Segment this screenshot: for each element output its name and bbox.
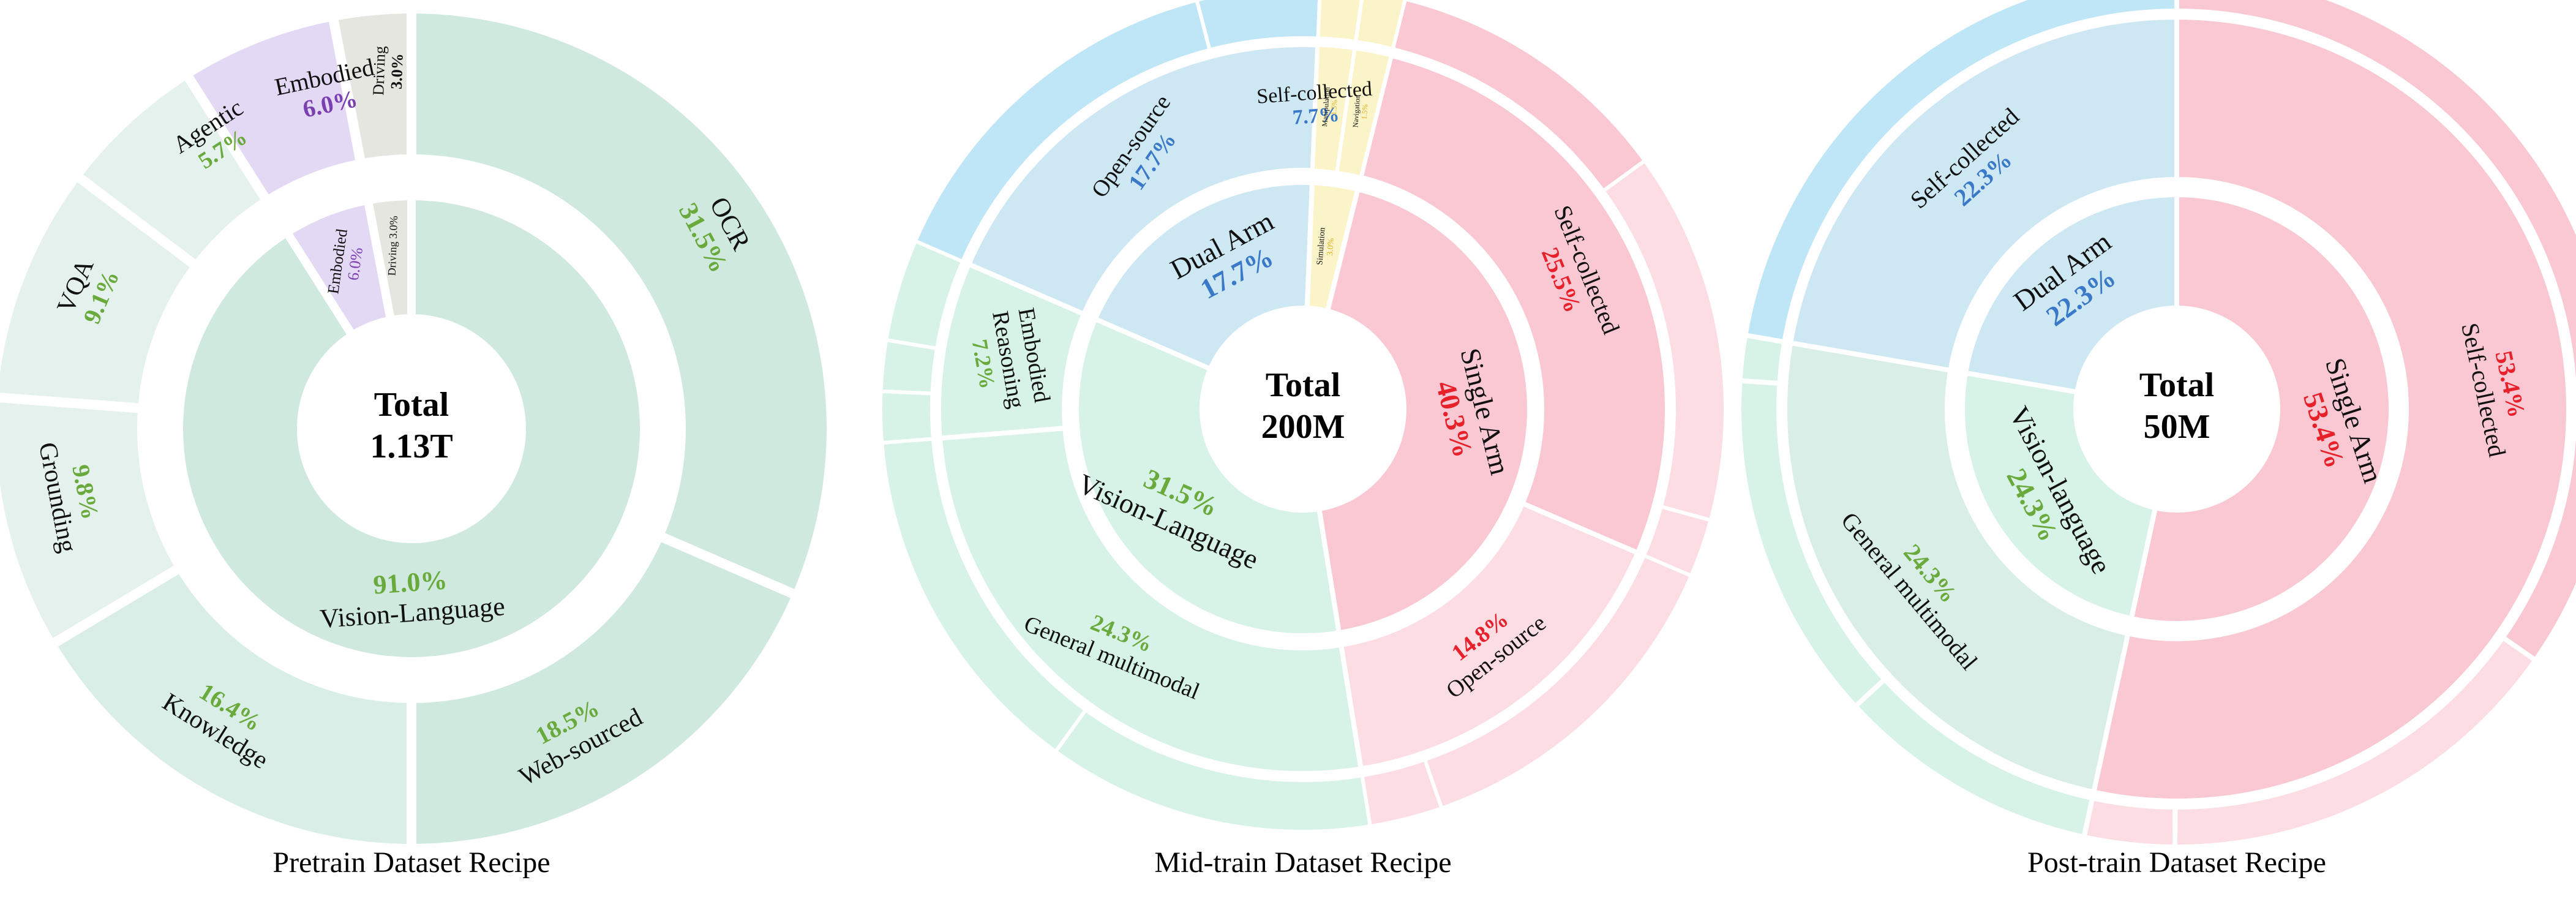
outer-thin-segment-2 [2081,795,2178,850]
segment-label: 3.0% [388,53,407,89]
outer-segment-7 [327,3,416,170]
mid-segment-navigation [1334,46,1394,180]
outer-thin-segment-14 [1353,0,1407,51]
center-hole [2079,312,2274,506]
mid-segment-sa-self-collected [2090,14,2571,803]
posttrain-caption: Post-train Dataset Recipe [2027,846,2326,879]
mid-segment-da-self-collected [1787,14,2179,374]
center-hole [306,323,517,534]
outer-segment-3 [0,393,187,652]
segment-label: Driving 3.0% [386,216,400,276]
inner-segment-single-arm [1316,186,1532,636]
segment-label: Manipulation [1320,87,1331,127]
outer-segment-1 [407,529,804,854]
mid-segment-da-open-source [965,42,1321,318]
outer-segment-0 [407,3,836,602]
midtrain-sunburst: Single Arm40.3%31.5%Vision-LanguageDual … [879,0,1727,833]
segment-label: Navigation [1351,95,1362,128]
mid-segment-sa-self-collected [1357,52,1670,557]
center-total-label: Total [374,386,449,424]
inner-segment-simulation [1304,180,1361,314]
segment-label: 3.0% [1326,238,1336,256]
center-hole [1206,312,1400,506]
center-total-value: 50M [2144,408,2210,446]
segment-label: 7.7% [1292,103,1340,129]
pretrain-sunburst: OCR31.5%18.5%Web-sourced16.4%Knowledge9.… [0,3,836,854]
mid-segment-general-multimodal [1782,340,2131,796]
label-driving-inner: Driving 3.0% [386,216,400,276]
segment-label: Simulation [1315,227,1327,265]
inner-segment-vision-language [1074,315,1342,638]
inner-segment-dual-arm [1092,180,1315,372]
center-total-label: Total [1266,366,1340,404]
segment-label: Driving [369,46,389,96]
inner-segment-single-arm [2128,192,2394,626]
midtrain-caption: Mid-train Dataset Recipe [1154,846,1451,879]
center-total-label: Total [2139,366,2214,404]
pretrain-caption: Pretrain Dataset Recipe [272,846,550,879]
outer-thin-segment-6 [1742,0,2179,345]
mid-segment-general-multimodal [937,425,1364,776]
center-total-value: 200M [1261,408,1345,446]
segment-label: 1.5% [1329,99,1339,115]
inner-segment-dual-arm [1962,192,2179,395]
segment-label: 1.5% [1360,104,1370,120]
inner-segment-vision-language [175,191,648,666]
mid-segment-sa-open-source [1338,500,1641,772]
outer-thin-segment-4 [1360,757,1444,829]
inner-segment-vision-language [1960,370,2158,622]
posttrain-sunburst: Single Arm53.4%Vision-language24.3%Dual … [1737,0,2576,850]
outer-thin-segment-7 [879,389,936,445]
outer-segment-2 [44,560,416,854]
segment-label: 91.0% [372,565,448,600]
inner-segment-driving [362,191,416,326]
center-total-value: 1.13T [370,427,452,465]
